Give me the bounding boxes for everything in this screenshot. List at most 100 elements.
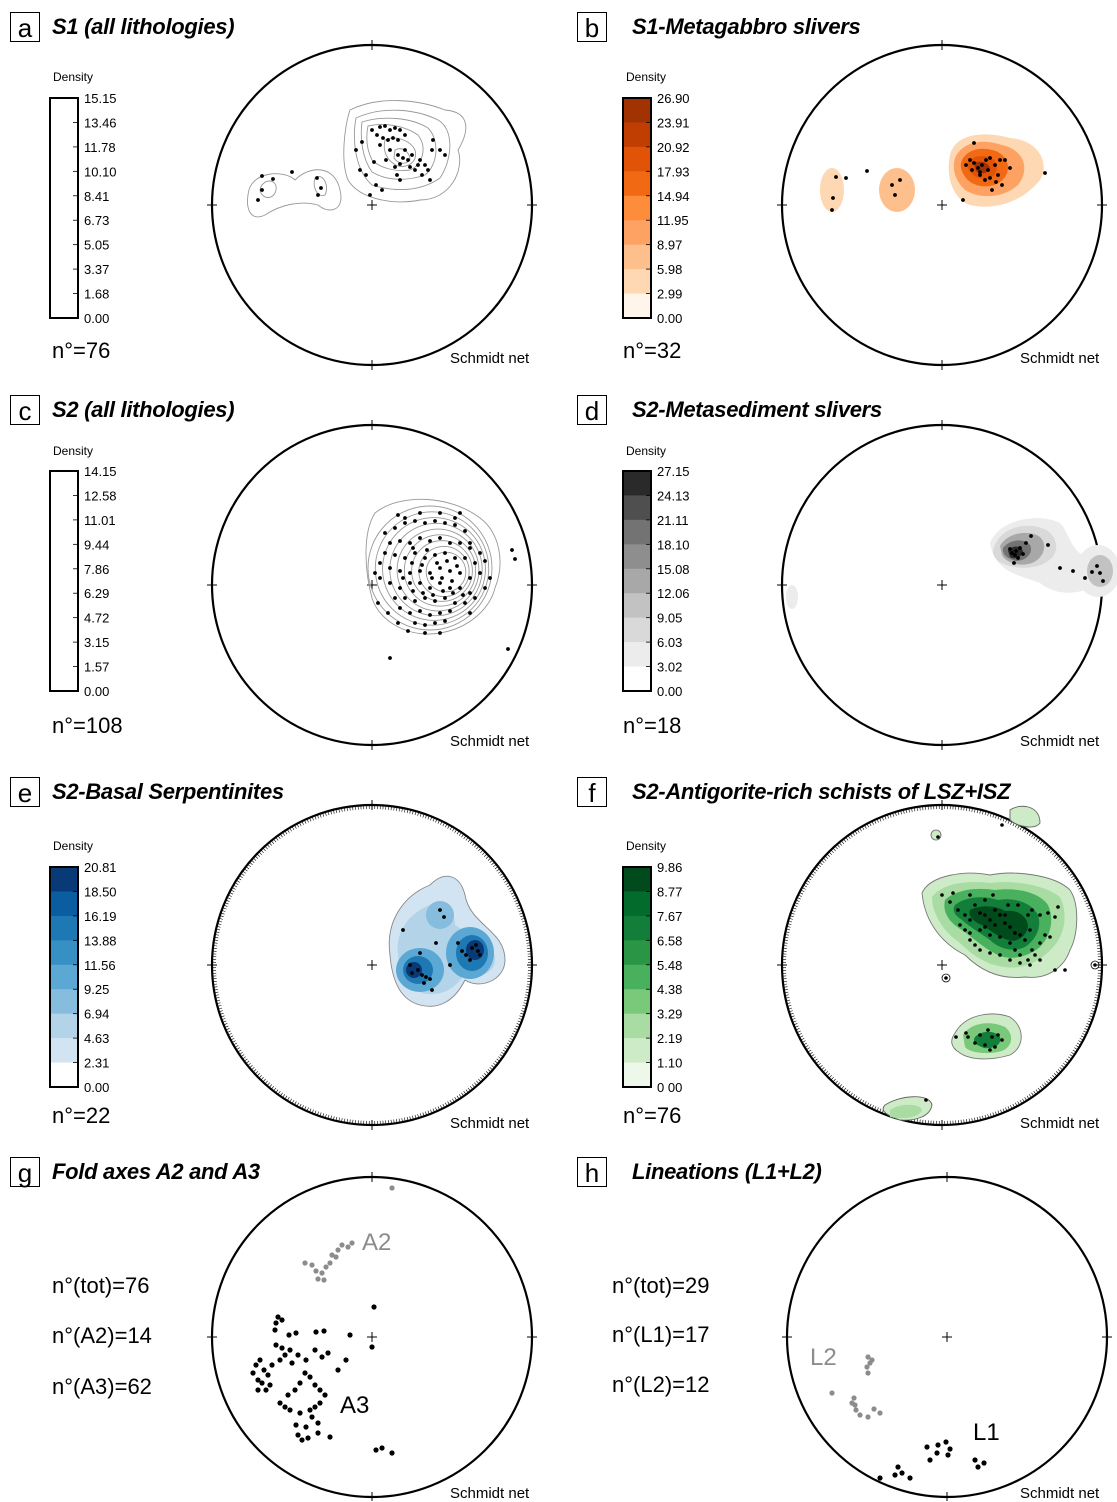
degree-tick	[814, 1059, 817, 1061]
data-point	[438, 631, 442, 635]
data-point	[448, 963, 452, 967]
data-point	[463, 556, 467, 560]
degree-tick	[1067, 869, 1070, 871]
degree-tick	[841, 1086, 844, 1089]
degree-tick	[1060, 860, 1063, 863]
degree-tick	[1062, 862, 1065, 865]
degree-tick	[276, 1090, 278, 1093]
stereonet	[570, 765, 1117, 1135]
data-point	[1000, 183, 1004, 187]
data-point	[1008, 958, 1012, 962]
data-point	[373, 1447, 378, 1452]
data-point	[970, 168, 974, 172]
data-point	[313, 1329, 318, 1334]
data-point	[468, 546, 472, 550]
data-point	[844, 176, 848, 180]
degree-tick	[276, 837, 278, 840]
degree-tick	[1050, 850, 1053, 853]
data-point	[441, 589, 445, 593]
degree-tick	[1042, 1085, 1045, 1088]
data-point	[378, 561, 382, 565]
data-point	[978, 1033, 982, 1037]
data-point	[364, 173, 368, 177]
data-point	[370, 128, 374, 132]
data-point	[411, 589, 415, 593]
data-point	[307, 1407, 312, 1412]
data-point	[381, 136, 385, 140]
data-point	[438, 566, 442, 570]
degree-tick	[1052, 1075, 1055, 1078]
data-point	[418, 511, 422, 515]
data-point	[371, 1304, 376, 1309]
data-point	[434, 941, 438, 945]
data-point	[271, 177, 275, 181]
degree-tick	[829, 1075, 832, 1078]
degree-tick	[470, 1086, 473, 1089]
data-point	[998, 158, 1002, 162]
data-point	[430, 988, 434, 992]
data-point	[391, 136, 395, 140]
data-point	[401, 576, 405, 580]
net-label: Schmidt net	[450, 733, 529, 750]
degree-tick	[821, 1067, 824, 1070]
data-point	[425, 548, 429, 552]
density-contour	[786, 585, 798, 609]
data-point	[830, 208, 834, 212]
data-point	[360, 140, 364, 144]
degree-tick	[835, 846, 838, 849]
data-point	[421, 591, 425, 595]
data-point	[408, 581, 412, 585]
degree-tick	[251, 1067, 254, 1070]
data-point	[313, 1268, 318, 1273]
data-point	[968, 931, 972, 935]
degree-tick	[833, 848, 836, 851]
degree-tick	[255, 1071, 258, 1074]
data-point	[316, 193, 320, 197]
degree-tick	[248, 864, 251, 867]
net-label: Schmidt net	[1020, 1485, 1099, 1502]
degree-tick	[1038, 1088, 1040, 1091]
data-point	[378, 143, 382, 147]
data-point	[945, 1452, 950, 1457]
data-point	[463, 601, 467, 605]
data-point	[299, 1437, 304, 1442]
data-point	[924, 1098, 928, 1102]
data-point	[285, 1392, 290, 1397]
degree-tick	[819, 1065, 822, 1068]
data-point	[293, 1330, 298, 1335]
degree-tick	[263, 1079, 266, 1082]
data-point	[456, 941, 460, 945]
data-point	[438, 581, 442, 585]
data-point	[403, 148, 407, 152]
data-point	[303, 1424, 308, 1429]
data-point	[403, 596, 407, 600]
data-point	[305, 1435, 310, 1440]
data-point	[510, 548, 514, 552]
data-point	[369, 1344, 374, 1349]
data-point	[388, 656, 392, 660]
data-point	[410, 153, 414, 157]
data-point	[443, 619, 447, 623]
degree-tick	[478, 1079, 481, 1082]
data-point	[443, 596, 447, 600]
data-point	[442, 915, 446, 919]
data-point	[260, 188, 264, 192]
degree-tick	[1063, 864, 1066, 867]
data-point	[1038, 913, 1042, 917]
data-point	[988, 176, 992, 180]
degree-tick	[823, 858, 826, 861]
data-point	[1018, 953, 1022, 957]
data-point	[383, 124, 387, 128]
data-point	[468, 591, 472, 595]
data-point	[1063, 968, 1067, 972]
data-point	[403, 556, 407, 560]
data-point	[998, 953, 1002, 957]
data-point	[401, 156, 405, 160]
degree-tick	[474, 1083, 477, 1086]
degree-tick	[816, 866, 819, 868]
data-point	[273, 1342, 278, 1347]
data-point	[983, 178, 987, 182]
